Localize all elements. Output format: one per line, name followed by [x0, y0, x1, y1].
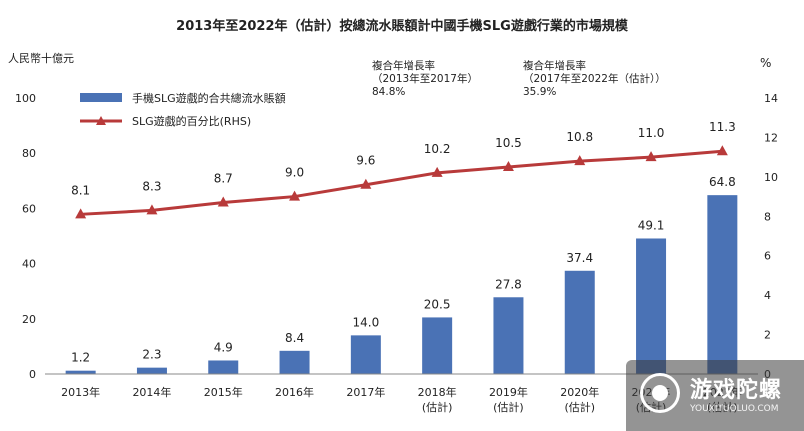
line-value-label: 10.5: [495, 136, 522, 150]
line-path: [80, 149, 723, 216]
x-tick-label: 2019年: [489, 385, 528, 399]
line-value-label: 8.1: [71, 183, 90, 197]
line-point: [431, 166, 443, 177]
line-point: [217, 196, 229, 207]
cagr-annotation-2: 複合年增長率 （2017年至2022年（估計）） 35.9%: [523, 60, 666, 99]
bar: [350, 335, 381, 374]
watermark-subtext: YOUXITUOLUO.COM: [690, 404, 779, 414]
right-tick-label: 6: [764, 250, 771, 263]
bar-value-label: 49.1: [638, 218, 665, 232]
x-tick-label: 2017年: [346, 385, 385, 399]
line-point: [75, 208, 87, 219]
cagr-annotation-1: 複合年增長率 （2013年至2017年） 84.8%: [372, 60, 478, 99]
bar-value-label: 27.8: [495, 277, 522, 291]
cagr-1-value: 84.8%: [372, 86, 406, 98]
left-axis: 0 20 40 60 80 100: [15, 92, 36, 381]
bar: [208, 360, 239, 374]
line-point: [716, 145, 728, 156]
bar: [422, 317, 453, 374]
line-value-label: 8.7: [214, 171, 233, 185]
line-value-label: 9.0: [285, 166, 304, 180]
line-point: [289, 190, 301, 201]
legend-line-marker: [96, 116, 106, 125]
bar-value-label: 14.0: [352, 315, 379, 329]
bar-value-label: 37.4: [566, 251, 593, 265]
bar-value-label: 20.5: [424, 297, 451, 311]
bar: [636, 238, 667, 374]
right-axis-label: %: [760, 56, 771, 70]
legend: 手機SLG遊戲的合共總流水賬額 SLG遊戲的百分比(RHS): [80, 91, 286, 128]
left-tick-label: 0: [29, 368, 36, 381]
line-value-label: 11.3: [709, 120, 736, 134]
bar: [65, 370, 96, 374]
x-tick-label: (估計): [422, 400, 453, 414]
cagr-2-title: 複合年增長率: [523, 60, 586, 72]
line-point: [146, 204, 158, 215]
x-tick-label: (估計): [564, 400, 595, 414]
cagr-1-title: 複合年增長率: [372, 60, 435, 72]
line-value-label: 11.0: [638, 126, 665, 140]
bar-value-label: 1.2: [71, 351, 90, 365]
left-tick-label: 20: [22, 313, 36, 326]
legend-line-label: SLG遊戲的百分比(RHS): [132, 114, 251, 128]
watermark-logo-icon: [640, 373, 680, 413]
bar: [564, 270, 595, 374]
x-tick-label: 2015年: [204, 385, 243, 399]
bar: [136, 367, 167, 374]
legend-bar-swatch: [80, 93, 122, 102]
line-value-label: 10.8: [566, 130, 593, 144]
x-tick-label: 2018年: [418, 385, 457, 399]
legend-bar-label: 手機SLG遊戲的合共總流水賬額: [132, 91, 286, 105]
x-tick-label: 2020年: [560, 385, 599, 399]
line-point: [645, 151, 657, 162]
right-tick-label: 8: [764, 210, 771, 223]
left-tick-label: 80: [22, 147, 36, 160]
cagr-2-period: （2017年至2022年（估計））: [523, 73, 666, 85]
bar-value-label: 2.3: [142, 348, 161, 362]
right-tick-label: 10: [764, 171, 778, 184]
right-tick-label: 12: [764, 131, 778, 144]
line-point: [502, 161, 514, 171]
bar-series: 1.2 2.3 4.9 8.4 14.0 20.5 27.8 37.4 49.1 64.8: [65, 175, 738, 374]
line-value-label: 10.2: [424, 142, 451, 156]
line-value-label: 8.3: [142, 179, 161, 193]
bar: [707, 195, 738, 374]
x-tick-label: 2014年: [132, 385, 171, 399]
bar-value-label: 64.8: [709, 175, 736, 189]
x-tick-label: 2016年: [275, 385, 314, 399]
chart-title: 2013年至2022年（估計）按總流水賬額計中國手機SLG遊戲行業的市場規模: [176, 18, 629, 34]
watermark: 游戏陀螺 YOUXITUOLUO.COM: [626, 360, 804, 431]
line-point: [574, 155, 586, 166]
left-axis-label: 人民幣十億元: [8, 51, 74, 65]
left-tick-label: 60: [22, 202, 36, 215]
watermark-text: 游戏陀螺: [690, 378, 783, 403]
line-series: 8.1 8.3 8.7 9.0 9.6 10.2 10.5 10.8 11.0 11.3: [71, 120, 736, 219]
left-tick-label: 40: [22, 258, 36, 271]
x-tick-label: 2013年: [61, 385, 100, 399]
line-value-label: 9.6: [356, 154, 375, 168]
right-tick-label: 2: [764, 329, 771, 342]
bar: [493, 297, 524, 374]
left-tick-label: 100: [15, 92, 36, 105]
bar-value-label: 8.4: [285, 331, 304, 345]
cagr-1-period: （2013年至2017年）: [372, 73, 478, 85]
cagr-2-value: 35.9%: [523, 86, 557, 98]
x-tick-label: (估計): [493, 400, 524, 414]
right-tick-label: 4: [764, 289, 771, 302]
bar-value-label: 4.9: [214, 340, 233, 354]
line-point: [360, 178, 372, 189]
bar: [279, 350, 310, 374]
right-tick-label: 14: [764, 92, 778, 105]
